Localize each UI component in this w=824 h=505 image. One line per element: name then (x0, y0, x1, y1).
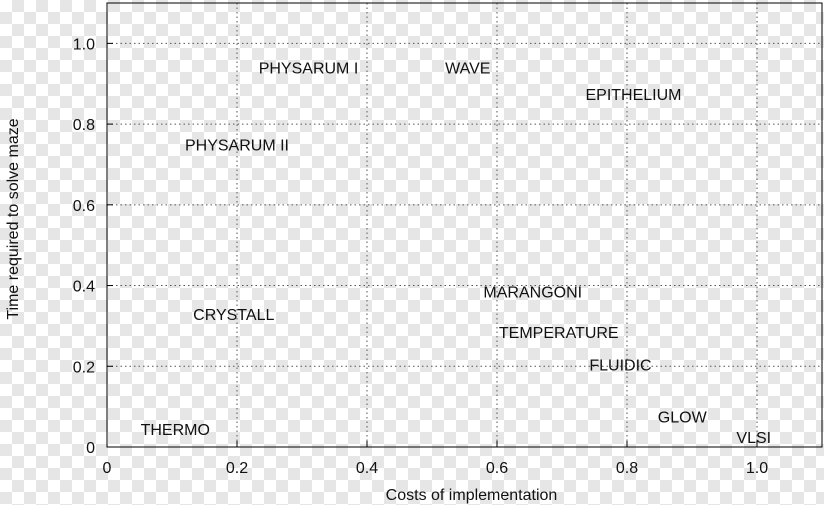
x-tick-label: 0.4 (356, 460, 378, 477)
point-label: GLOW (658, 410, 708, 427)
point-label: EPITHELIUM (585, 87, 681, 104)
y-tick-label: 0.2 (73, 359, 95, 376)
x-axis-title: Costs of implementation (386, 487, 558, 504)
y-tick-label: 1.0 (73, 36, 95, 53)
y-tick-label: 0.6 (73, 198, 95, 215)
x-tick-label: 0.8 (616, 460, 638, 477)
point-label: FLUIDIC (589, 357, 651, 374)
point-label: PHYSARUM II (185, 137, 289, 154)
point-label: THERMO (141, 422, 210, 439)
grid-lines (107, 3, 822, 447)
y-tick-label: 0 (86, 440, 95, 457)
point-label: MARANGONI (483, 285, 582, 302)
point-label: PHYSARUM I (259, 61, 359, 78)
point-label: VLSI (736, 430, 771, 447)
y-axis-title: Time required to solve maze (5, 118, 22, 319)
axis-ticks: 0 0.2 0.4 0.6 0.8 1.0 0 0.2 0.4 0.6 0.8 1.0 (73, 36, 768, 477)
point-labels: PHYSARUM I WAVE EPITHELIUM PHYSARUM II MARAN… (141, 61, 772, 447)
point-label: CRYSTALL (193, 307, 274, 324)
plot-frame (106, 2, 823, 448)
point-label: WAVE (445, 61, 490, 78)
y-tick-label: 0.4 (73, 279, 95, 296)
y-tick-label: 0.8 (73, 117, 95, 134)
point-label: TEMPERATURE (499, 325, 619, 342)
x-tick-label: 0.6 (486, 460, 508, 477)
x-tick-label: 0.2 (226, 460, 248, 477)
x-tick-label: 0 (103, 460, 112, 477)
x-tick-label: 1.0 (746, 460, 768, 477)
